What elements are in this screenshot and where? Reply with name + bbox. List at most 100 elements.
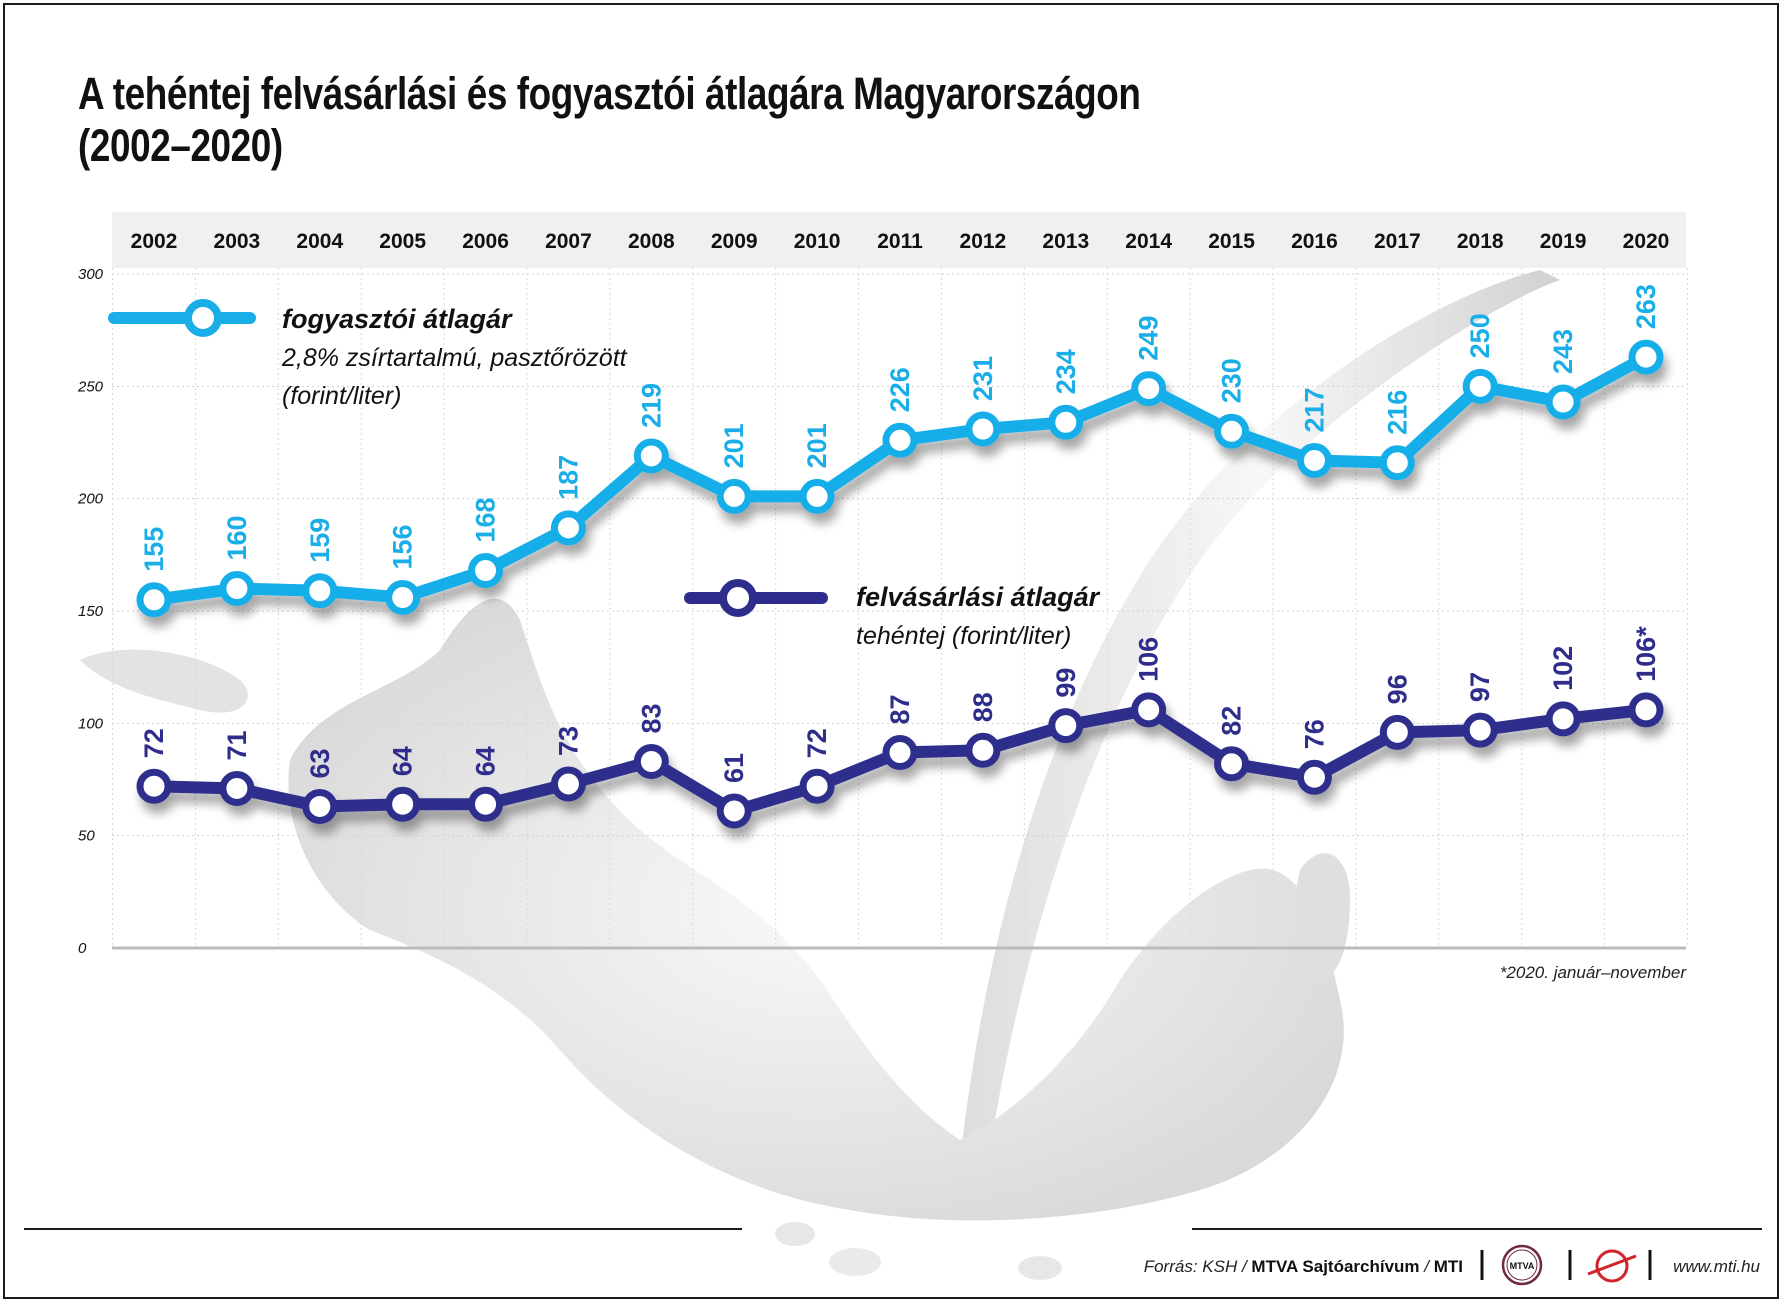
purchase-data-label: 61 [719,753,749,783]
purchase-point [1628,692,1664,728]
page-title: A tehéntej felvásárlási és fogyasztói át… [78,68,1141,172]
year-label: 2007 [545,230,592,253]
purchase-point [1379,714,1415,750]
year-label: 2015 [1208,230,1255,253]
consumer-point [965,411,1001,447]
consumer-point [1214,413,1250,449]
consumer-data-label: 155 [139,527,169,572]
milk-splash-illustration [80,270,1560,1280]
frame [3,3,1779,1299]
year-label: 2013 [1042,230,1089,253]
purchase-point [965,732,1001,768]
purchase-point [468,786,504,822]
purchase-point [385,786,421,822]
consumer-point [1131,371,1167,407]
y-tick-label: 250 [77,378,104,395]
data-labels-purchase: 72 71 63 64 64 73 83 61 72 87 88 99 106 82 76 96 97 102 10… [139,626,1661,783]
consumer-point [219,571,255,607]
legend-purchase-title: felvásárlási átlagár [856,582,1101,612]
consumer-data-label: 168 [471,497,501,542]
source-url: www.mti.hu [1673,1257,1760,1276]
purchase-data-label: 83 [636,703,666,733]
consumer-point [716,478,752,514]
purchase-data-label: 106* [1631,626,1661,682]
year-label: 2020 [1623,230,1670,253]
footnote: *2020. január–november [1500,963,1688,982]
purchase-data-label: 99 [1051,668,1081,698]
year-label: 2018 [1457,230,1504,253]
year-label: 2006 [462,230,509,253]
legend-purchase: felvásárlási átlagár tehéntej (forint/li… [684,579,1101,650]
consumer-point [1628,339,1664,375]
y-axis-tick-labels: 0 50 100 150 200 250 300 [77,266,104,957]
year-label: 2012 [960,230,1007,253]
consumer-data-label: 243 [1548,329,1578,374]
purchase-data-label: 82 [1217,706,1247,736]
consumer-data-label: 216 [1382,390,1412,435]
purchase-data-label: 97 [1465,672,1495,702]
year-label: 2005 [379,230,426,253]
purchase-point [550,766,586,802]
consumer-point [1462,368,1498,404]
purchase-point [633,744,669,780]
purchase-data-label: 76 [1299,719,1329,749]
purchase-data-label: 102 [1548,646,1578,691]
series-consumer-price [136,339,1664,618]
purchase-point [1131,692,1167,728]
consumer-point [468,553,504,589]
year-label: 2014 [1125,230,1172,253]
purchase-point [1462,712,1498,748]
purchase-data-label: 64 [471,746,501,776]
consumer-data-label: 201 [802,423,832,468]
legend-consumer: fogyasztói átlagár 2,8% zsírtartalmú, pa… [108,299,628,410]
year-label: 2004 [296,230,343,253]
y-tick-label: 200 [77,491,104,508]
consumer-data-label: 250 [1465,313,1495,358]
consumer-data-label: 156 [388,524,418,569]
consumer-data-label: 219 [636,383,666,428]
consumer-data-label: 231 [968,356,998,401]
purchase-point [716,793,752,829]
purchase-data-label: 71 [222,730,252,760]
x-axis-year-labels: 2002 2003 2004 2005 2006 2007 2008 2009 2010 2011… [131,230,1670,253]
source-text: Forrás: KSH / MTVA Sajtóarchívum / MTI [1144,1257,1463,1276]
year-label: 2008 [628,230,675,253]
consumer-point [633,438,669,474]
purchase-point [1214,746,1250,782]
consumer-point [1379,445,1415,481]
year-label: 2016 [1291,230,1338,253]
consumer-data-label: 234 [1051,349,1081,394]
purchase-data-label: 63 [305,748,335,778]
purchase-data-label: 64 [388,746,418,776]
consumer-data-label: 217 [1299,387,1329,432]
year-label: 2003 [214,230,261,253]
y-tick-label: 50 [78,828,95,845]
legend-purchase-subtitle: tehéntej (forint/liter) [856,622,1071,650]
consumer-data-label: 159 [305,518,335,563]
title-line-1: A tehéntej felvásárlási és fogyasztói át… [78,68,1141,119]
y-tick-label: 150 [78,603,104,620]
svg-text:MTVA: MTVA [1510,1261,1535,1271]
purchase-point [799,768,835,804]
legend-consumer-marker [184,299,222,337]
consumer-point [302,573,338,609]
purchase-data-label: 72 [139,728,169,758]
consumer-point [1545,384,1581,420]
year-label: 2011 [877,230,923,253]
purchase-data-label: 73 [553,726,583,756]
y-tick-label: 300 [78,266,104,283]
consumer-point [385,580,421,616]
year-label: 2019 [1540,230,1587,253]
y-tick-label: 0 [78,940,87,957]
purchase-data-label: 88 [968,692,998,722]
consumer-data-label: 187 [553,455,583,500]
title-line-2: (2002–2020) [78,120,283,171]
year-header-band [112,212,1686,268]
chart-grid [112,268,1688,950]
purchase-data-label: 96 [1382,674,1412,704]
purchase-point [1296,759,1332,795]
purchase-point [302,788,338,824]
mtva-logo: MTVA [1501,1244,1543,1286]
mti-logo [1587,1249,1637,1283]
source-credit: Forrás: KSH / MTVA Sajtóarchívum / MTI M… [1144,1244,1761,1286]
